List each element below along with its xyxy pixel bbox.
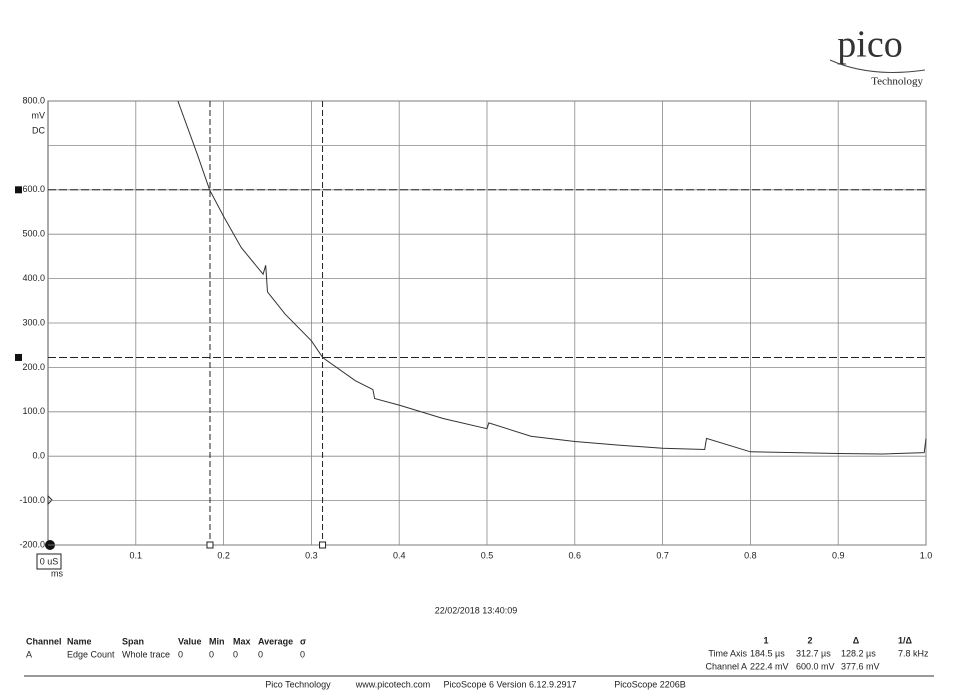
- y-coupling: DC: [32, 125, 45, 135]
- x-tick-label: 0.4: [393, 550, 406, 560]
- cursor-header: 1: [763, 635, 768, 645]
- y-tick-label: 400.0: [22, 273, 45, 283]
- y-tick-label: 600.0: [22, 184, 45, 194]
- table-header: Name: [67, 636, 92, 646]
- timestamp: 22/02/2018 13:40:09: [435, 605, 518, 615]
- table-cell: 0: [178, 649, 183, 659]
- y-tick-label: 800.0: [22, 95, 45, 105]
- cursor-cell: 184.5 µs: [750, 648, 785, 658]
- y-tick-label: 200.0: [22, 362, 45, 372]
- x-tick-label: 0.6: [569, 550, 582, 560]
- table-header: σ: [300, 636, 306, 646]
- time-cursor-handle: [319, 541, 327, 549]
- x-tick-label: 0.3: [305, 550, 318, 560]
- offset-marker: [47, 494, 53, 506]
- cursor-cell: 600.0 mV: [796, 661, 835, 671]
- y-unit: mV: [32, 110, 46, 120]
- cursor-cell: 128.2 µs: [841, 648, 876, 658]
- table-cell: 0: [258, 649, 263, 659]
- origin-box: [36, 553, 62, 570]
- footer-text: PicoScope 2206B: [614, 679, 686, 689]
- table-cell: Edge Count: [67, 649, 115, 659]
- y-tick-label: -100.0: [19, 495, 45, 505]
- footer-text: www.picotech.com: [355, 679, 431, 689]
- logo-sub: Technology: [871, 76, 923, 88]
- x-tick-label: 1.0: [920, 550, 933, 560]
- footer-text: Pico Technology: [265, 679, 331, 689]
- y-tick-label: 300.0: [22, 317, 45, 327]
- table-cell: Whole trace: [122, 649, 170, 659]
- x-tick-label: 0.9: [832, 550, 845, 560]
- x-unit: ms: [51, 568, 63, 578]
- y-tick-label: -200.0: [19, 539, 45, 549]
- table-cell: A: [26, 649, 32, 659]
- x-tick-label: 0.2: [217, 550, 230, 560]
- x-tick-label: 0.7: [656, 550, 669, 560]
- table-header: Channel: [26, 636, 62, 646]
- x-tick-label: 0.5: [481, 550, 494, 560]
- trace: [177, 100, 927, 455]
- cursor-header: Δ: [853, 635, 860, 645]
- table-header: Average: [258, 636, 293, 646]
- cursor-cell: Channel A: [705, 661, 747, 671]
- level-cursor-handle: [15, 353, 22, 361]
- x-tick-label: 0.1: [130, 550, 143, 560]
- logo-swoosh: [829, 59, 926, 73]
- cursor-cell: 377.6 mV: [841, 661, 880, 671]
- level-cursor-handle: [15, 186, 22, 194]
- cursor-header: 2: [807, 635, 812, 645]
- table-header: Max: [233, 636, 251, 646]
- table-cell: 0: [233, 649, 238, 659]
- cursor-cell: 222.4 mV: [750, 661, 789, 671]
- footer-text: PicoScope 6 Version 6.12.9.2917: [443, 679, 576, 689]
- table-header: Min: [209, 636, 225, 646]
- y-tick-label: 0.0: [32, 451, 45, 461]
- x-tick-label: 0.8: [744, 550, 757, 560]
- table-cell: 0: [300, 649, 305, 659]
- y-tick-label: 100.0: [22, 406, 45, 416]
- time-cursor-handle: [206, 541, 214, 549]
- table-cell: 0: [209, 649, 214, 659]
- x-origin-label: 0 uS: [40, 556, 59, 566]
- table-header: Value: [178, 636, 202, 646]
- logo: pico: [837, 24, 902, 66]
- cursor-header: 1/Δ: [898, 635, 913, 645]
- cursor-cell: 7.8 kHz: [898, 648, 929, 658]
- cursor-cell: 312.7 µs: [796, 648, 831, 658]
- y-tick-label: 500.0: [22, 229, 45, 239]
- table-header: Span: [122, 636, 144, 646]
- cursor-cell: Time Axis: [708, 648, 747, 658]
